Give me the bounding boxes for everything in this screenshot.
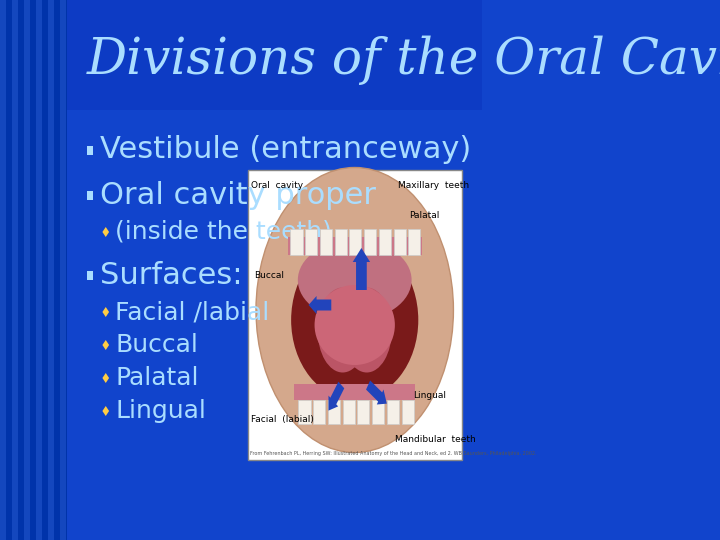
- Bar: [402, 400, 413, 424]
- Bar: [394, 229, 405, 255]
- FancyArrow shape: [366, 380, 387, 404]
- Text: From Fehrenbach PL, Herring SW: Illustrated Anatomy of the Head and Neck, ed 2. : From Fehrenbach PL, Herring SW: Illustra…: [251, 451, 537, 456]
- Ellipse shape: [315, 285, 395, 365]
- Bar: [387, 400, 399, 424]
- Ellipse shape: [318, 287, 368, 373]
- Text: Mandibular  teeth: Mandibular teeth: [395, 435, 476, 444]
- Bar: [48, 0, 54, 540]
- Bar: [299, 400, 310, 424]
- Bar: [320, 229, 332, 255]
- Text: Divisions of the Oral Cavity: Divisions of the Oral Cavity: [87, 35, 720, 85]
- Bar: [313, 400, 325, 424]
- FancyArrow shape: [309, 296, 331, 314]
- Text: Buccal: Buccal: [254, 271, 284, 280]
- Bar: [305, 229, 318, 255]
- Text: Oral  cavity: Oral cavity: [251, 181, 303, 190]
- Bar: [24, 0, 30, 540]
- Bar: [60, 0, 66, 540]
- Polygon shape: [102, 340, 109, 350]
- Polygon shape: [102, 373, 109, 383]
- Ellipse shape: [291, 240, 418, 400]
- Bar: [0, 0, 6, 540]
- Bar: [372, 400, 384, 424]
- Text: Maxillary  teeth: Maxillary teeth: [398, 181, 469, 190]
- Bar: [328, 400, 340, 424]
- Polygon shape: [102, 406, 109, 416]
- Bar: [12, 0, 18, 540]
- Ellipse shape: [256, 167, 454, 453]
- Bar: [36, 0, 42, 540]
- Bar: [379, 229, 391, 255]
- Bar: [357, 400, 369, 424]
- Ellipse shape: [298, 240, 412, 320]
- Bar: [288, 237, 422, 255]
- Text: Palatal: Palatal: [115, 366, 199, 390]
- Text: (inside the teeth): (inside the teeth): [115, 220, 332, 244]
- Bar: [364, 229, 376, 255]
- Bar: [86, 191, 93, 199]
- Bar: [408, 229, 420, 255]
- Text: Facial  (labial): Facial (labial): [251, 415, 314, 424]
- Text: Palatal: Palatal: [410, 211, 440, 220]
- Bar: [67, 0, 482, 110]
- FancyArrow shape: [353, 248, 370, 290]
- Text: Surfaces:: Surfaces:: [100, 260, 243, 289]
- Text: Buccal: Buccal: [115, 333, 198, 357]
- Bar: [349, 229, 361, 255]
- Ellipse shape: [342, 287, 392, 373]
- Text: Facial /labial: Facial /labial: [115, 300, 269, 324]
- Polygon shape: [102, 307, 109, 317]
- Bar: [294, 384, 415, 400]
- Polygon shape: [102, 227, 109, 237]
- Bar: [86, 271, 93, 280]
- Bar: [343, 400, 355, 424]
- Bar: [248, 170, 462, 460]
- Bar: [86, 145, 93, 154]
- Text: Oral cavity proper: Oral cavity proper: [100, 180, 377, 210]
- Bar: [335, 229, 347, 255]
- Bar: [0, 0, 67, 540]
- Text: Lingual: Lingual: [413, 391, 446, 400]
- Text: Lingual: Lingual: [115, 399, 206, 423]
- Text: Vestibule (entranceway): Vestibule (entranceway): [100, 136, 472, 165]
- Bar: [290, 229, 302, 255]
- FancyArrow shape: [328, 382, 344, 410]
